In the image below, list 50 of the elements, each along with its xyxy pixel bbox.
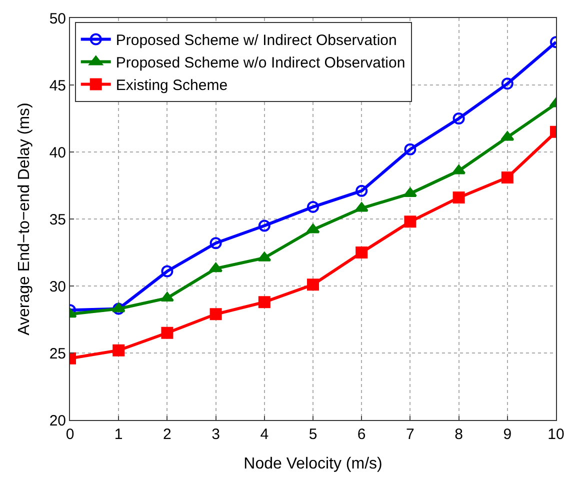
point — [161, 265, 174, 278]
point — [307, 278, 319, 291]
point — [161, 326, 174, 339]
legend-label: Existing Scheme — [116, 77, 228, 94]
point — [210, 308, 222, 320]
point — [501, 171, 514, 184]
point — [258, 296, 270, 308]
x-tick-label: 10 — [548, 426, 564, 443]
point — [501, 78, 514, 90]
point — [306, 224, 320, 234]
y-tick-label: 20 — [49, 412, 66, 430]
point — [356, 184, 368, 197]
point — [112, 344, 125, 356]
point — [307, 200, 319, 213]
point — [112, 302, 125, 315]
point — [210, 237, 222, 250]
y-tick-label: 30 — [49, 278, 66, 296]
y-tick-label: 35 — [49, 211, 66, 228]
point — [160, 292, 174, 302]
x-tick-label: 1 — [114, 426, 123, 443]
point — [500, 131, 514, 141]
point — [452, 164, 466, 174]
x-tick-label: 5 — [308, 426, 318, 443]
point — [356, 246, 368, 258]
x-tick-label: 3 — [212, 426, 220, 443]
point — [404, 216, 416, 228]
point — [452, 112, 465, 124]
x-tick-label: 2 — [163, 426, 172, 443]
x-tick-label: 8 — [454, 426, 463, 443]
y-tick-label: 50 — [49, 10, 66, 28]
point — [258, 252, 272, 262]
x-tick-label: 7 — [406, 426, 414, 443]
x-tick-label: 6 — [357, 426, 366, 443]
point — [354, 202, 368, 212]
y-tick-label: 25 — [49, 345, 66, 362]
legend-label: Proposed Scheme w/ Indirect Observation — [116, 32, 397, 50]
x-tick-label: 0 — [66, 426, 74, 443]
point — [258, 220, 270, 232]
point — [403, 188, 417, 198]
point — [112, 302, 126, 312]
point — [209, 262, 223, 272]
point — [404, 143, 416, 156]
y-tick-label: 45 — [49, 77, 66, 94]
legend-label: Proposed Scheme w/o Indirect Observation — [116, 54, 406, 72]
point — [452, 192, 465, 204]
y-axis-title: Average End−to−end Delay (ms) — [16, 102, 34, 336]
y-tick-label: 40 — [49, 144, 66, 162]
x-axis-title: Node Velocity (m/s) — [244, 456, 382, 473]
x-tick-label: 9 — [503, 426, 512, 443]
x-tick-label: 4 — [260, 426, 269, 443]
